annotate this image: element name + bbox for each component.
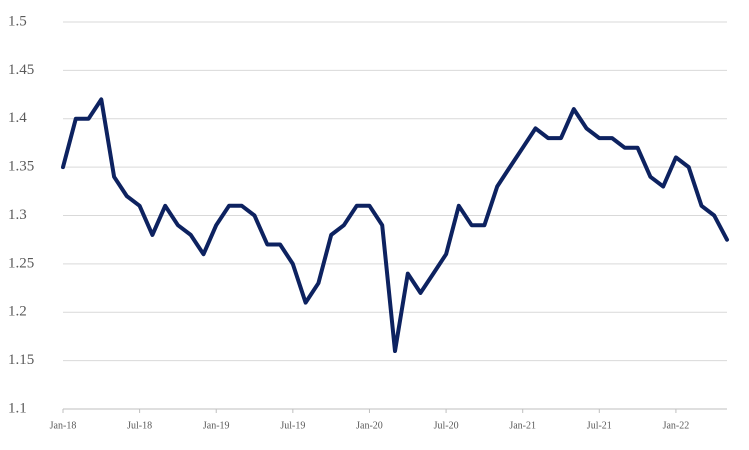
x-tick-label: Jan-19 — [203, 420, 230, 431]
x-tick-label: Jul-19 — [280, 420, 305, 431]
x-tick-label: Jan-18 — [50, 420, 77, 431]
y-tick-label: 1.5 — [8, 13, 27, 29]
y-tick-label: 1.25 — [8, 255, 34, 271]
y-tick-label: 1.15 — [8, 352, 34, 368]
line-series — [61, 97, 729, 353]
y-tick-label: 1.3 — [8, 207, 27, 223]
x-tick-label: Jul-20 — [434, 420, 459, 431]
x-tick-label: Jan-22 — [663, 420, 690, 431]
y-tick-label: 1.1 — [8, 400, 27, 416]
x-tick-label: Jan-20 — [356, 420, 383, 431]
y-tick-label: 1.45 — [8, 62, 34, 78]
x-tick-label: Jul-18 — [127, 420, 152, 431]
x-tick-label: Jul-21 — [587, 420, 612, 431]
x-tick-label: Jan-21 — [509, 420, 536, 431]
y-tick-label: 1.2 — [8, 304, 27, 320]
y-tick-label: 1.4 — [8, 110, 27, 126]
y-tick-label: 1.35 — [8, 159, 34, 175]
